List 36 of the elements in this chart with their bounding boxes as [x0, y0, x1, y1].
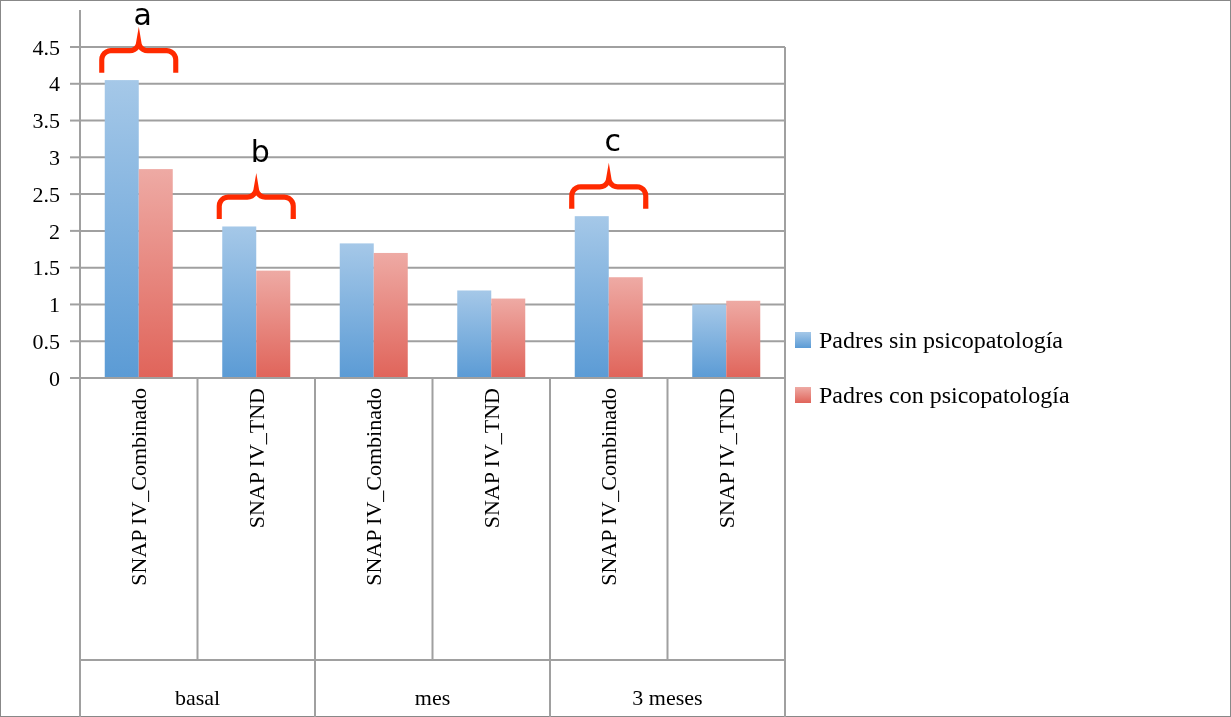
x-tick-label: SNAP IV_Combinado — [361, 388, 387, 586]
annotation: c — [604, 123, 621, 159]
bar — [222, 226, 257, 378]
bar — [692, 304, 727, 378]
y-tick-label: 0 — [49, 365, 60, 391]
bar — [608, 277, 643, 378]
bar — [491, 298, 526, 378]
bar — [726, 300, 761, 378]
text: a — [133, 0, 152, 32]
x-tick-label: SNAP IV_TND — [478, 388, 504, 529]
bar — [256, 270, 291, 378]
x-tick-label: SNAP IV_TND — [243, 388, 269, 529]
bar — [574, 216, 609, 378]
y-tick-label: 2.5 — [32, 181, 60, 207]
y-tick-label: 4 — [49, 71, 60, 97]
legend-label: Padres sin psicopatología — [819, 327, 1064, 354]
y-tick-label: 3 — [49, 145, 60, 171]
y-tick-label: 1 — [49, 292, 60, 318]
text: 3 meses — [632, 684, 703, 710]
y-tick-label: 0.5 — [32, 328, 60, 354]
bar — [104, 80, 139, 378]
y-tick-label: 1.5 — [32, 255, 60, 281]
x-tick-label: SNAP IV_Combinado — [596, 388, 622, 586]
x-tick-label: SNAP IV_Combinado — [126, 388, 152, 586]
text: mes — [414, 684, 451, 710]
bar — [457, 290, 492, 378]
y-tick-label: 2 — [49, 218, 60, 244]
y-tick-label: 4.5 — [32, 34, 60, 60]
legend-label: Padres con psicopatología — [819, 382, 1070, 409]
text: basal — [174, 684, 221, 710]
x-tick-label: SNAP IV_TND — [713, 388, 739, 529]
annotation: b — [250, 133, 270, 169]
bar — [138, 169, 173, 378]
y-tick-label: 3.5 — [32, 108, 60, 134]
bar — [373, 252, 408, 378]
bar — [339, 243, 374, 378]
